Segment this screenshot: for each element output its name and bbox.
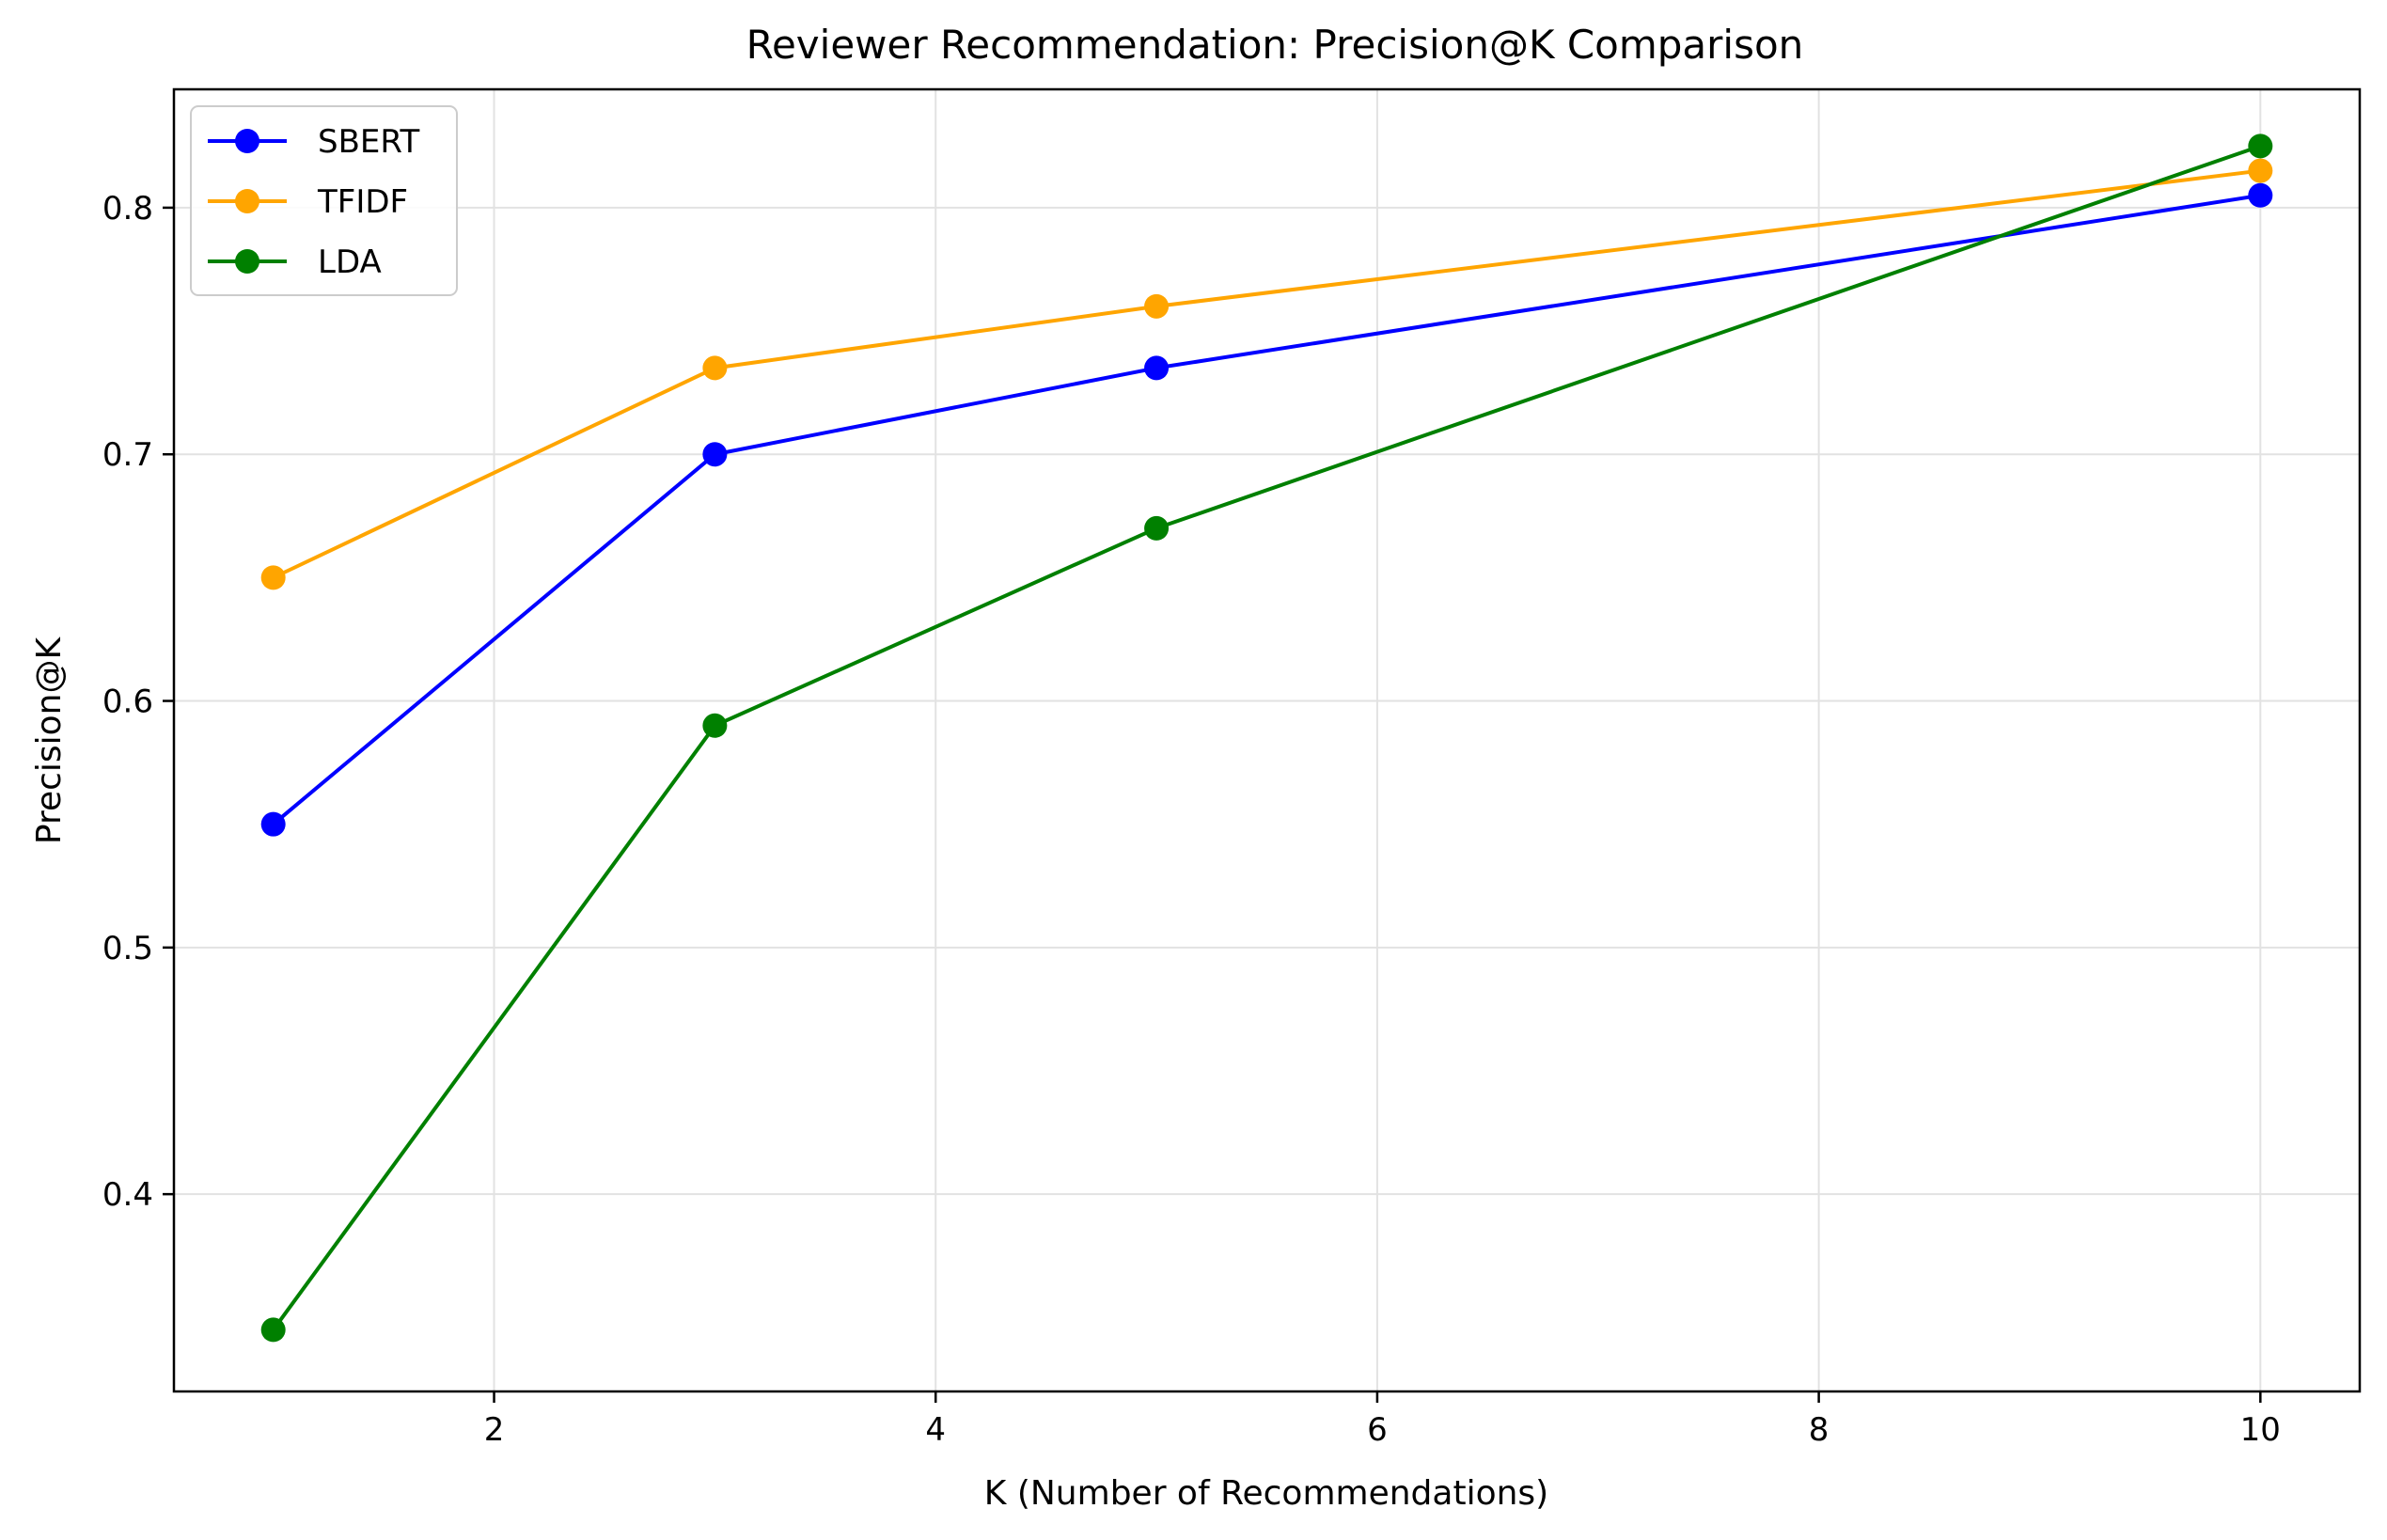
data-point-lda xyxy=(260,1317,286,1343)
data-point-lda xyxy=(2248,134,2273,159)
x-tick-label: 6 xyxy=(1367,1411,1388,1449)
data-point-lda xyxy=(702,713,728,738)
data-point-sbert xyxy=(2248,182,2273,208)
legend-box xyxy=(190,105,458,296)
y-tick-label: 0.4 xyxy=(102,1176,153,1214)
data-point-tfidf xyxy=(2248,158,2273,183)
x-tick-label: 4 xyxy=(925,1411,946,1449)
series-line-lda xyxy=(272,144,2261,1331)
data-point-sbert xyxy=(702,442,728,467)
legend-label-lda: LDA xyxy=(318,244,382,281)
x-axis-label: K (Number of Recommendations) xyxy=(984,1474,1548,1513)
legend-label-tfidf: TFIDF xyxy=(317,183,408,221)
legend-marker-tfidf xyxy=(235,189,259,213)
grid-lines xyxy=(174,89,2360,1391)
legend-marker-lda xyxy=(235,249,259,274)
x-tick-label: 8 xyxy=(1809,1411,1830,1449)
legend-marker-sbert xyxy=(235,129,259,153)
data-point-tfidf xyxy=(1144,293,1170,319)
x-tick-label: 10 xyxy=(2240,1411,2281,1449)
series-line-tfidf xyxy=(272,168,2261,580)
data-point-tfidf xyxy=(260,565,286,590)
y-tick-label: 0.7 xyxy=(102,436,153,474)
y-axis-label: Precision@K xyxy=(30,636,69,844)
y-tick-label: 0.8 xyxy=(102,190,153,228)
x-tick-label: 2 xyxy=(484,1411,505,1449)
y-tick-label: 0.5 xyxy=(102,930,153,967)
axes: 2 4 6 8 10 0.4 0.5 0.6 0.7 0.8 xyxy=(102,190,2281,1449)
y-tick-label: 0.6 xyxy=(102,684,153,721)
legend-label-sbert: SBERT xyxy=(318,123,420,161)
data-point-tfidf xyxy=(702,355,728,381)
plot-frame xyxy=(172,87,2362,1393)
legend: SBERT TFIDF LDA xyxy=(190,105,458,296)
series-lines xyxy=(260,134,2273,1343)
data-point-sbert xyxy=(1144,355,1170,381)
data-point-lda xyxy=(1144,515,1170,541)
data-point-sbert xyxy=(260,811,286,837)
series-line-sbert xyxy=(272,193,2261,826)
chart-title: Reviewer Recommendation: Precision@K Com… xyxy=(746,22,1804,68)
